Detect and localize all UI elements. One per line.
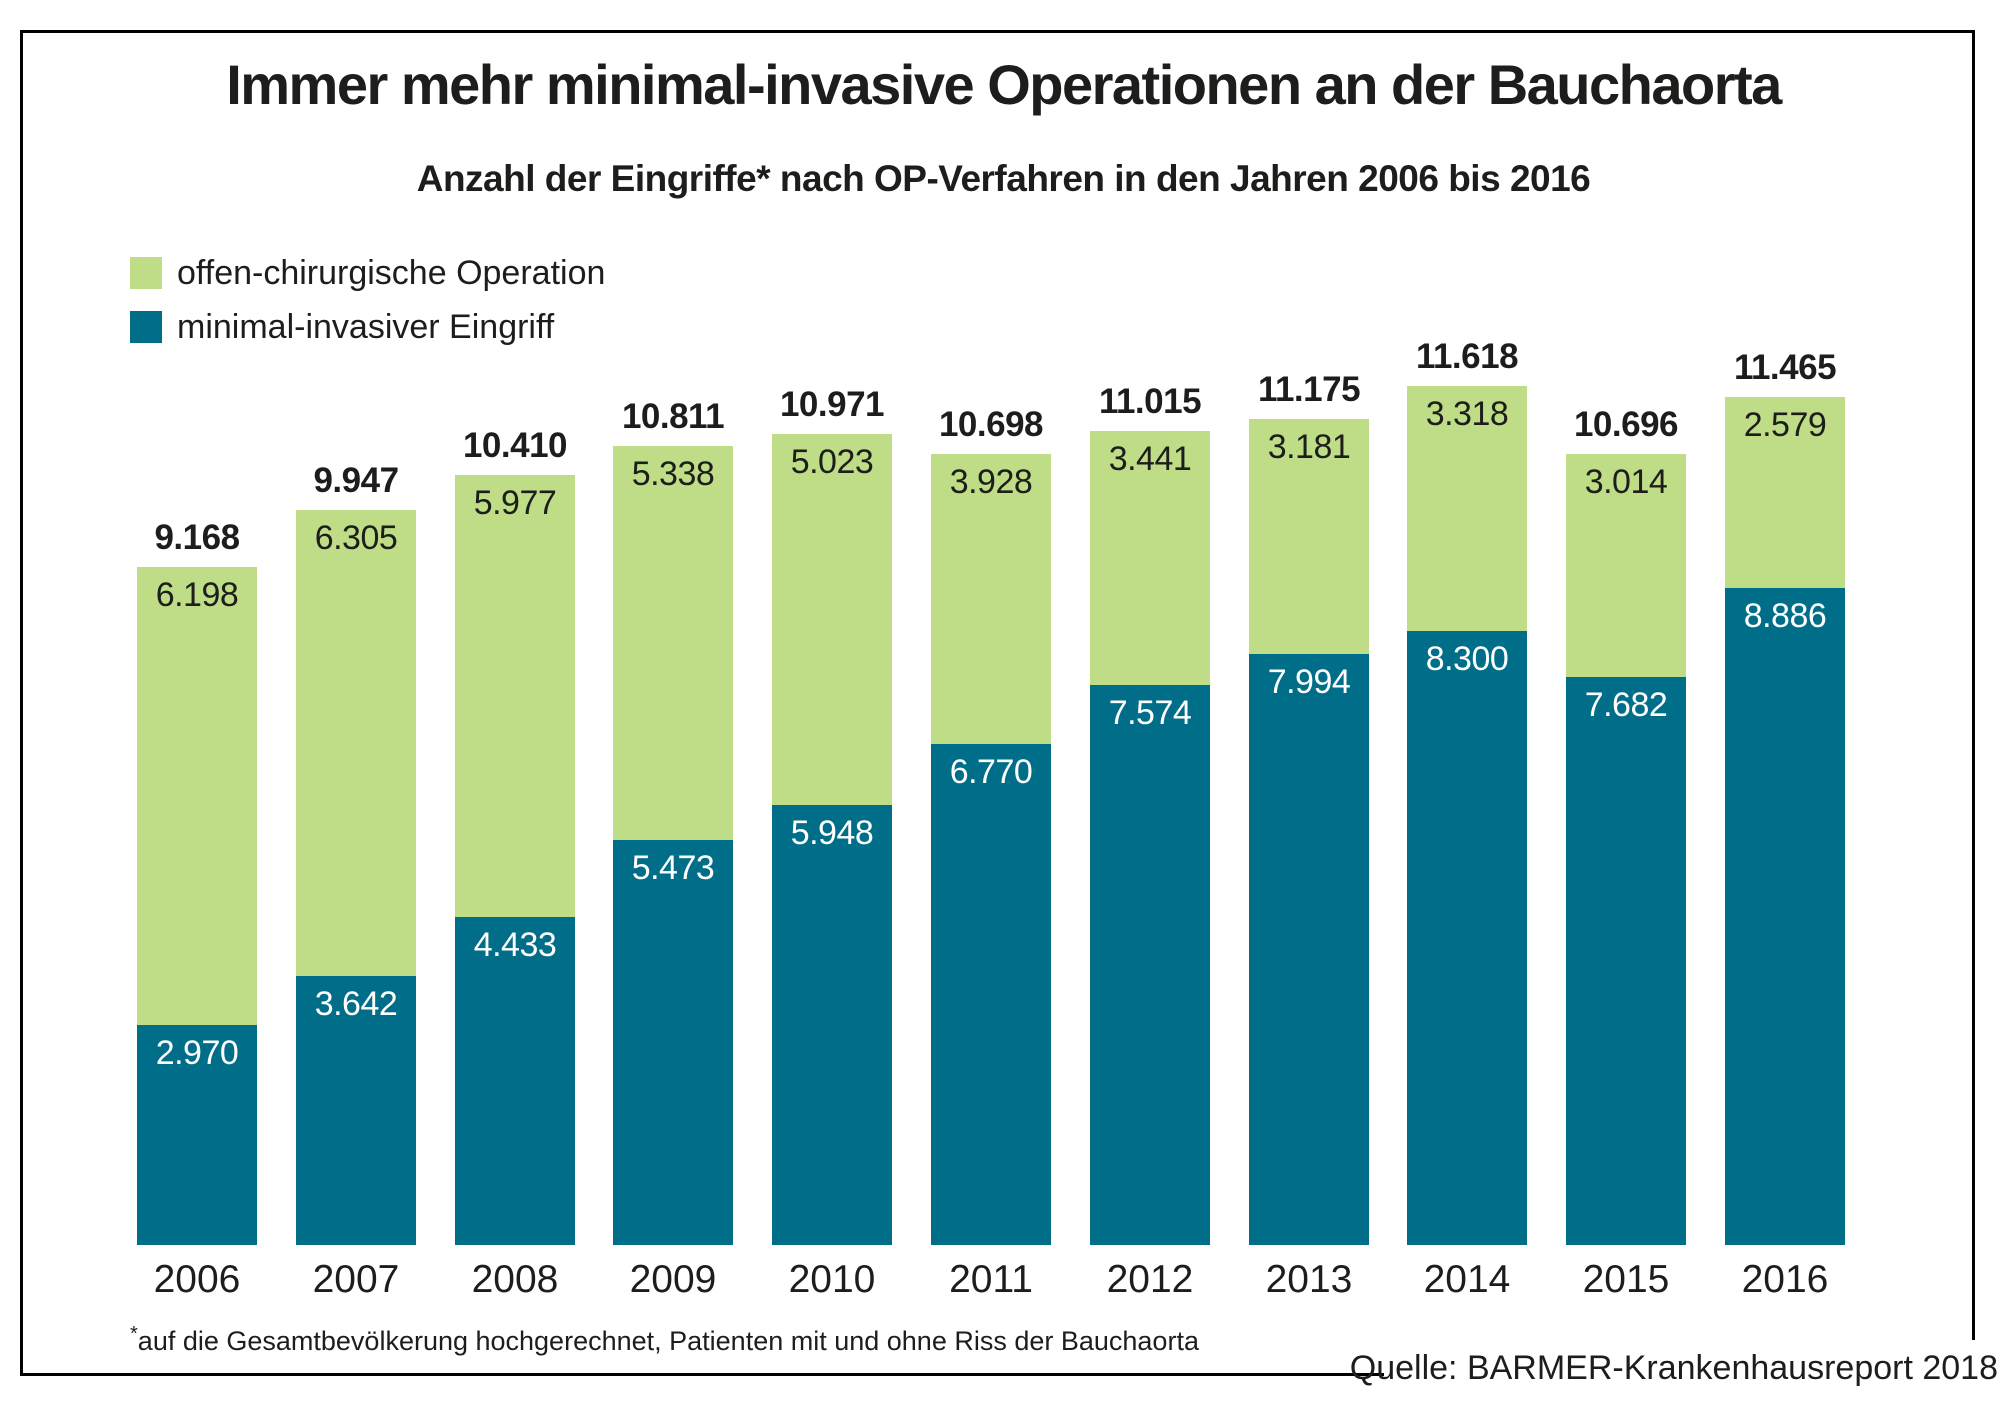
total-value-label: 9.947 [313,461,399,500]
total-value-label: 10.696 [1573,405,1679,444]
total-value-label: 11.175 [1257,370,1361,409]
segment-value-label: 5.473 [631,849,715,887]
legend-color-swatch-open-surgery [130,257,162,289]
bar-group-2008: 10.410 5.977 4.433 [455,426,575,1245]
segment-minimal-invasive: 8.300 [1407,631,1527,1245]
bar-group-2016: 11.465 2.579 8.886 [1725,348,1845,1245]
segment-open-surgery: 3.318 [1407,386,1527,631]
source-credit: Quelle: BARMER-Krankenhausreport 2018 [1349,1349,1998,1387]
year-label: 2014 [1423,1258,1511,1301]
segment-value-label: 2.970 [155,1034,239,1072]
total-value-label: 10.410 [462,426,568,465]
bar-group-2006: 9.168 6.198 2.970 [137,518,257,1245]
segment-value-label: 2.579 [1743,406,1827,444]
footnote: *auf die Gesamtbevölkerung hochgerechnet… [130,1323,1199,1357]
legend: offen-chirurgische Operation minimal-inv… [130,252,605,360]
footnote-text: auf die Gesamtbevölkerung hochgerechnet,… [137,1326,1199,1356]
segment-minimal-invasive: 6.770 [931,744,1051,1245]
segment-value-label: 7.682 [1584,686,1668,724]
bar-group-2015: 10.696 3.014 7.682 [1566,405,1686,1245]
source-container: Quelle: BARMER-Krankenhausreport 2018 [1350,1340,2007,1405]
year-label: 2006 [153,1258,241,1301]
segment-minimal-invasive: 7.574 [1090,685,1210,1245]
segment-open-surgery: 5.338 [613,446,733,840]
segment-minimal-invasive: 8.886 [1725,588,1845,1245]
footnote-asterisk: * [130,1323,138,1345]
segment-value-label: 5.338 [631,455,715,493]
segment-value-label: 5.977 [473,484,557,522]
segment-value-label: 6.305 [314,519,398,557]
total-value-label: 11.618 [1415,337,1519,376]
segment-minimal-invasive: 2.970 [137,1025,257,1245]
segment-open-surgery: 5.977 [455,475,575,917]
segment-open-surgery: 2.579 [1725,397,1845,588]
segment-minimal-invasive: 3.642 [296,976,416,1245]
segment-minimal-invasive: 5.473 [613,840,733,1245]
bar-group-2007: 9.947 6.305 3.642 [296,461,416,1245]
year-label: 2011 [949,1258,1033,1301]
total-value-label: 11.465 [1733,348,1837,387]
segment-value-label: 3.181 [1267,428,1351,466]
legend-item-minimal-invasive: minimal-invasiver Eingriff [130,306,605,348]
segment-minimal-invasive: 7.994 [1249,654,1369,1245]
legend-color-swatch-minimal-invasive [130,311,162,343]
segment-value-label: 4.433 [473,926,557,964]
segment-value-label: 5.023 [790,443,874,481]
bar-group-2012: 11.015 3.441 7.574 [1090,382,1210,1245]
year-label: 2012 [1106,1258,1194,1301]
segment-value-label: 6.770 [949,753,1033,791]
segment-open-surgery: 3.441 [1090,431,1210,685]
legend-item-open-surgery: offen-chirurgische Operation [130,252,605,294]
segment-minimal-invasive: 7.682 [1566,677,1686,1245]
bar-group-2011: 10.698 3.928 6.770 [931,405,1051,1245]
segment-open-surgery: 3.014 [1566,454,1686,677]
chart-title: Immer mehr minimal-invasive Operationen … [226,53,1782,116]
segment-minimal-invasive: 5.948 [772,805,892,1245]
segment-open-surgery: 6.198 [137,567,257,1025]
segment-value-label: 3.642 [314,985,398,1023]
bar-group-2010: 10.971 5.023 5.948 [772,385,892,1245]
year-label: 2007 [312,1258,400,1301]
total-value-label: 10.811 [621,397,725,436]
bar-group-2014: 11.618 3.318 8.300 [1407,337,1527,1245]
segment-open-surgery: 5.023 [772,434,892,805]
total-value-label: 9.168 [154,518,240,557]
segment-value-label: 7.574 [1108,694,1192,732]
year-label: 2008 [471,1258,559,1301]
segment-value-label: 3.318 [1425,395,1509,433]
bar-group-2009: 10.811 5.338 5.473 [613,397,733,1245]
year-label: 2013 [1265,1258,1353,1301]
year-label: 2016 [1741,1258,1829,1301]
segment-value-label: 7.994 [1267,663,1351,701]
segment-open-surgery: 3.928 [931,454,1051,744]
segment-value-label: 6.198 [155,576,239,614]
segment-value-label: 3.441 [1108,440,1192,478]
total-value-label: 11.015 [1098,382,1202,421]
segment-open-surgery: 6.305 [296,510,416,976]
year-label: 2010 [788,1258,876,1301]
legend-label-open-surgery: offen-chirurgische Operation [177,253,606,292]
segment-value-label: 5.948 [790,814,874,852]
year-label: 2015 [1582,1258,1670,1301]
bar-group-2013: 11.175 3.181 7.994 [1249,370,1369,1245]
total-value-label: 10.698 [938,405,1044,444]
segment-open-surgery: 3.181 [1249,419,1369,654]
year-label: 2009 [629,1258,717,1301]
segment-value-label: 8.300 [1425,640,1509,678]
segment-value-label: 3.014 [1584,463,1668,501]
segment-minimal-invasive: 4.433 [455,917,575,1245]
segment-value-label: 3.928 [949,463,1033,501]
total-value-label: 10.971 [779,385,885,424]
segment-value-label: 8.886 [1743,597,1827,635]
chart-subtitle: Anzahl der Eingriffe* nach OP-Verfahren … [416,158,1591,199]
legend-label-minimal-invasive: minimal-invasiver Eingriff [177,307,555,346]
